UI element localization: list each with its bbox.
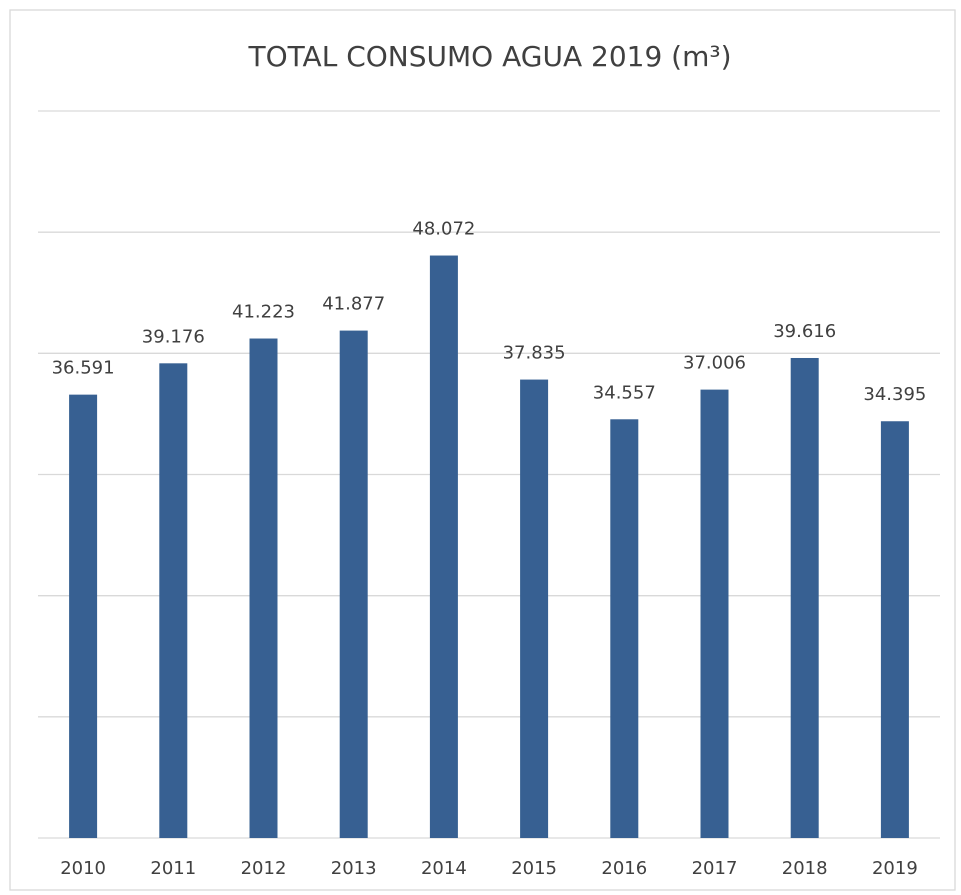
data-label: 36.591: [52, 358, 115, 379]
data-label: 39.176: [142, 326, 205, 347]
bar: [610, 419, 639, 838]
x-tick-label: 2014: [421, 858, 467, 879]
data-label: 37.835: [503, 343, 566, 364]
bar: [249, 338, 278, 838]
bar: [520, 379, 549, 838]
chart-title: TOTAL CONSUMO AGUA 2019 (m³): [247, 40, 731, 73]
bar: [429, 255, 458, 839]
bar: [790, 357, 819, 838]
x-tick-label: 2017: [692, 858, 738, 879]
data-label: 41.877: [322, 294, 385, 315]
data-label: 41.223: [232, 302, 295, 323]
data-label: 34.557: [593, 382, 656, 403]
data-label: 39.616: [773, 321, 836, 342]
bar: [700, 389, 729, 838]
data-label: 34.395: [863, 384, 926, 405]
data-label: 37.006: [683, 353, 746, 374]
bar: [69, 394, 98, 838]
x-tick-label: 2013: [331, 858, 377, 879]
bar: [339, 330, 368, 838]
x-tick-label: 2012: [241, 858, 287, 879]
bar: [880, 421, 909, 838]
x-tick-label: 2015: [511, 858, 557, 879]
x-tick-label: 2010: [60, 858, 106, 879]
bar: [159, 363, 188, 838]
x-tick-label: 2016: [601, 858, 647, 879]
x-tick-label: 2018: [782, 858, 828, 879]
x-tick-label: 2011: [150, 858, 196, 879]
x-tick-label: 2019: [872, 858, 918, 879]
data-label: 48.072: [412, 219, 475, 240]
